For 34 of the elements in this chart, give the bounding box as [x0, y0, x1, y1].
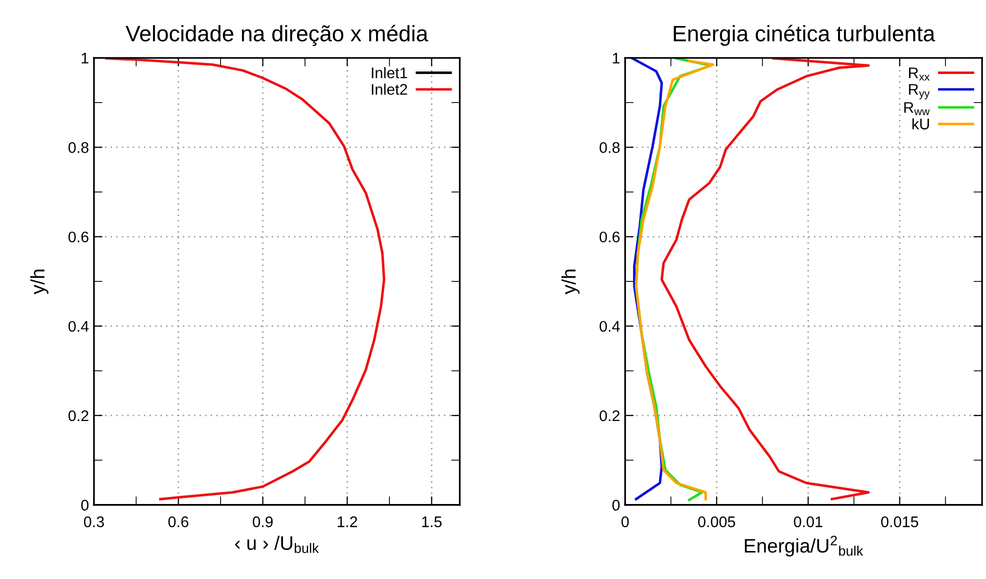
x-tick-label: 0.9	[252, 516, 273, 528]
x-tick-label: 0.01	[794, 516, 822, 528]
x-tick-label: 0.3	[84, 516, 104, 528]
y-tick-label: 0.6	[600, 232, 620, 242]
legend-label: kU	[912, 118, 929, 130]
x-tick-label: 0.015	[881, 516, 918, 528]
x-axis-title: ‹ u › /U$_{bulk}$	[235, 536, 319, 553]
line-series	[660, 58, 870, 500]
legend-label: Inlet1	[372, 67, 408, 78]
x-tick-label: 0	[621, 516, 629, 528]
y-tick-label: 0.2	[600, 410, 620, 422]
x-tick-label: 1.2	[338, 516, 358, 528]
y-tick-label: 0.6	[68, 232, 88, 242]
legend-label: R$_{ww}$	[904, 102, 930, 116]
legend-label: R$_{yy}$	[909, 84, 930, 100]
legend-label: Inlet2	[372, 84, 408, 95]
y-tick-label: 0.4	[68, 320, 89, 332]
y-tick-label: 0.8	[68, 142, 88, 153]
chart-title: Energia cinética turbulenta	[674, 24, 936, 46]
y-tick-label: 0	[81, 500, 89, 511]
legend-label: R$_{xx}$	[909, 68, 930, 81]
y-tick-label: 0	[612, 500, 620, 511]
y-tick-label: 0.8	[600, 142, 620, 153]
x-axis-title: Energia/U$^{2}$$_{bulk}$	[744, 536, 864, 557]
x-tick-label: 0.005	[698, 516, 736, 528]
x-tick-label: 0.6	[168, 516, 188, 528]
y-axis-title: y/h	[561, 270, 580, 294]
y-axis-title: y/h	[30, 270, 48, 294]
y-tick-label: 0.2	[68, 410, 88, 422]
x-tick-label: 1.5	[422, 516, 442, 528]
y-tick-label: 1	[612, 52, 620, 64]
chart-title: Velocidade na direção x média	[126, 24, 428, 46]
y-tick-label: 0.4	[600, 320, 620, 332]
y-tick-label: 1	[82, 52, 88, 64]
